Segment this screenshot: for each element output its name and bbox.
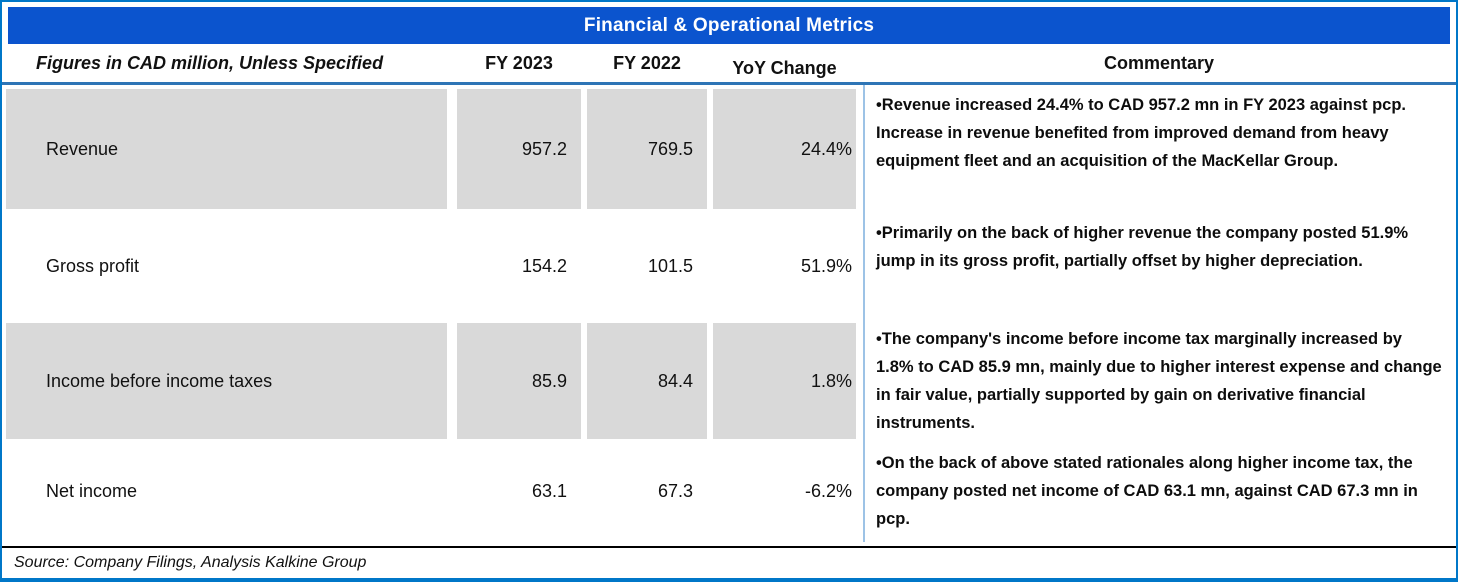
value-fy2022: 101.5 bbox=[647, 255, 693, 276]
table-row-net-income: Net income 63.1 67.3 -6.2% •On the back … bbox=[2, 443, 1456, 539]
value-fy2022: 67.3 bbox=[657, 480, 693, 501]
value-yoy-change: -6.2% bbox=[804, 480, 852, 501]
header-col-commentary: Commentary bbox=[1103, 52, 1215, 73]
commentary-text: •Primarily on the back of higher revenue… bbox=[876, 224, 1409, 270]
header-col-fy2022: FY 2022 bbox=[613, 52, 681, 73]
metric-label: Gross profit bbox=[46, 255, 140, 276]
metric-label: Income before income taxes bbox=[6, 323, 447, 439]
value-fy2023: 85.9 bbox=[457, 323, 581, 439]
metric-label: Net income bbox=[46, 480, 138, 501]
table-row-revenue: Revenue 957.2 769.5 24.4% •Revenue incre… bbox=[2, 85, 1456, 213]
value-fy2022: 84.4 bbox=[587, 323, 707, 439]
commentary-column-divider bbox=[863, 85, 865, 542]
value-yoy-change: 24.4% bbox=[713, 89, 856, 209]
value-yoy-change: 51.9% bbox=[800, 255, 852, 276]
table-row-gross-profit: Gross profit 154.2 101.5 51.9% •Primaril… bbox=[2, 213, 1456, 319]
header-figures-label: Figures in CAD million, Unless Specified bbox=[36, 52, 384, 73]
commentary-text: •On the back of above stated rationales … bbox=[876, 454, 1418, 528]
header-row: Figures in CAD million, Unless Specified… bbox=[2, 44, 1456, 85]
header-col-yoy-change: YoY Change bbox=[732, 58, 837, 78]
value-fy2023: 957.2 bbox=[457, 89, 581, 209]
table-row-income-before-taxes: Income before income taxes 85.9 84.4 1.8… bbox=[2, 319, 1456, 443]
commentary-text: •The company's income before income tax … bbox=[876, 330, 1442, 432]
value-yoy-change: 1.8% bbox=[713, 323, 856, 439]
metric-label: Revenue bbox=[6, 89, 447, 209]
source-row: Source: Company Filings, Analysis Kalkin… bbox=[2, 546, 1456, 578]
value-fy2023: 154.2 bbox=[521, 255, 567, 276]
value-fy2022: 769.5 bbox=[587, 89, 707, 209]
commentary-text: •Revenue increased 24.4% to CAD 957.2 mn… bbox=[876, 96, 1407, 170]
title-bar: Financial & Operational Metrics bbox=[8, 7, 1450, 44]
header-col-fy2023: FY 2023 bbox=[485, 52, 553, 73]
value-fy2023: 63.1 bbox=[531, 480, 567, 501]
page-title: Financial & Operational Metrics bbox=[583, 14, 875, 36]
source-note: Source: Company Filings, Analysis Kalkin… bbox=[14, 554, 367, 571]
